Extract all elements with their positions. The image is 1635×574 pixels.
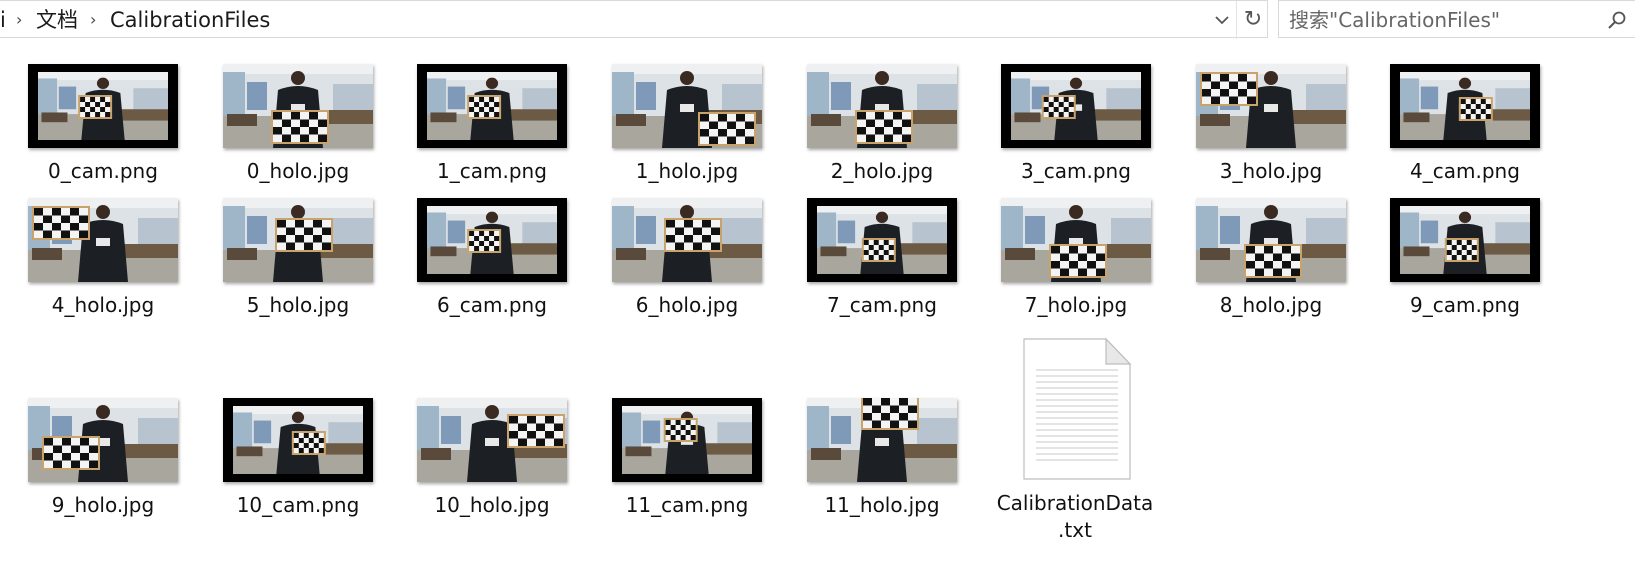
- chevron-right-icon[interactable]: ›: [90, 10, 97, 29]
- file-label[interactable]: 0_cam.png: [48, 159, 158, 183]
- holo-image-thumbnail[interactable]: [612, 64, 762, 148]
- holo-image-thumbnail[interactable]: [28, 398, 178, 482]
- file-label[interactable]: 6_cam.png: [437, 293, 547, 317]
- holo-image-thumbnail[interactable]: [223, 198, 373, 282]
- breadcrumb-lead[interactable]: i: [0, 8, 6, 32]
- search-box[interactable]: [1278, 0, 1635, 38]
- search-input[interactable]: [1287, 4, 1591, 36]
- file-label[interactable]: 2_holo.jpg: [830, 159, 934, 183]
- holo-image-thumbnail[interactable]: [807, 64, 957, 148]
- camera-image-thumbnail[interactable]: [28, 64, 178, 148]
- file-label[interactable]: 10_holo.jpg: [434, 493, 550, 517]
- holo-image-thumbnail[interactable]: [612, 198, 762, 282]
- breadcrumb-documents[interactable]: 文档: [36, 8, 78, 32]
- holo-image-thumbnail[interactable]: [28, 198, 178, 282]
- file-label[interactable]: 11_cam.png: [625, 493, 749, 517]
- holo-image-thumbnail[interactable]: [417, 398, 567, 482]
- file-label[interactable]: CalibrationData .txt: [980, 490, 1170, 544]
- file-label[interactable]: 11_holo.jpg: [824, 493, 940, 517]
- file-label[interactable]: 7_cam.png: [827, 293, 937, 317]
- camera-image-thumbnail[interactable]: [223, 398, 373, 482]
- holo-image-thumbnail[interactable]: [1196, 198, 1346, 282]
- holo-image-thumbnail[interactable]: [1196, 64, 1346, 148]
- file-label-line2: .txt: [1058, 518, 1092, 542]
- file-label[interactable]: 9_holo.jpg: [51, 493, 155, 517]
- address-bar[interactable]: i › 文档 › CalibrationFiles ↻: [0, 0, 1269, 39]
- camera-image-thumbnail[interactable]: [417, 64, 567, 148]
- camera-image-thumbnail[interactable]: [417, 198, 567, 282]
- text-file-icon: [1023, 338, 1132, 480]
- camera-image-thumbnail[interactable]: [1001, 64, 1151, 148]
- file-label[interactable]: 8_holo.jpg: [1219, 293, 1323, 317]
- file-label[interactable]: 6_holo.jpg: [635, 293, 739, 317]
- file-label[interactable]: 3_holo.jpg: [1219, 159, 1323, 183]
- camera-image-thumbnail[interactable]: [612, 398, 762, 482]
- breadcrumb-current-folder[interactable]: CalibrationFiles: [110, 8, 271, 32]
- holo-image-thumbnail[interactable]: [223, 64, 373, 148]
- file-label[interactable]: 1_cam.png: [437, 159, 547, 183]
- camera-image-thumbnail[interactable]: [1390, 64, 1540, 148]
- file-label[interactable]: 5_holo.jpg: [246, 293, 350, 317]
- file-label[interactable]: 7_holo.jpg: [1024, 293, 1128, 317]
- chevron-right-icon[interactable]: ›: [16, 10, 23, 29]
- file-label[interactable]: 3_cam.png: [1021, 159, 1131, 183]
- file-label[interactable]: 4_holo.jpg: [51, 293, 155, 317]
- file-label[interactable]: 4_cam.png: [1410, 159, 1520, 183]
- file-label-line1: CalibrationData: [996, 491, 1154, 515]
- file-label[interactable]: 9_cam.png: [1410, 293, 1520, 317]
- camera-image-thumbnail[interactable]: [1390, 198, 1540, 282]
- chevron-down-icon[interactable]: [1212, 9, 1232, 31]
- search-icon[interactable]: [1607, 10, 1627, 30]
- refresh-icon[interactable]: ↻: [1236, 1, 1269, 39]
- holo-image-thumbnail[interactable]: [1001, 198, 1151, 282]
- file-label[interactable]: 10_cam.png: [236, 493, 360, 517]
- camera-image-thumbnail[interactable]: [807, 198, 957, 282]
- file-label[interactable]: 1_holo.jpg: [635, 159, 739, 183]
- file-label[interactable]: 0_holo.jpg: [246, 159, 350, 183]
- holo-image-thumbnail[interactable]: [807, 398, 957, 482]
